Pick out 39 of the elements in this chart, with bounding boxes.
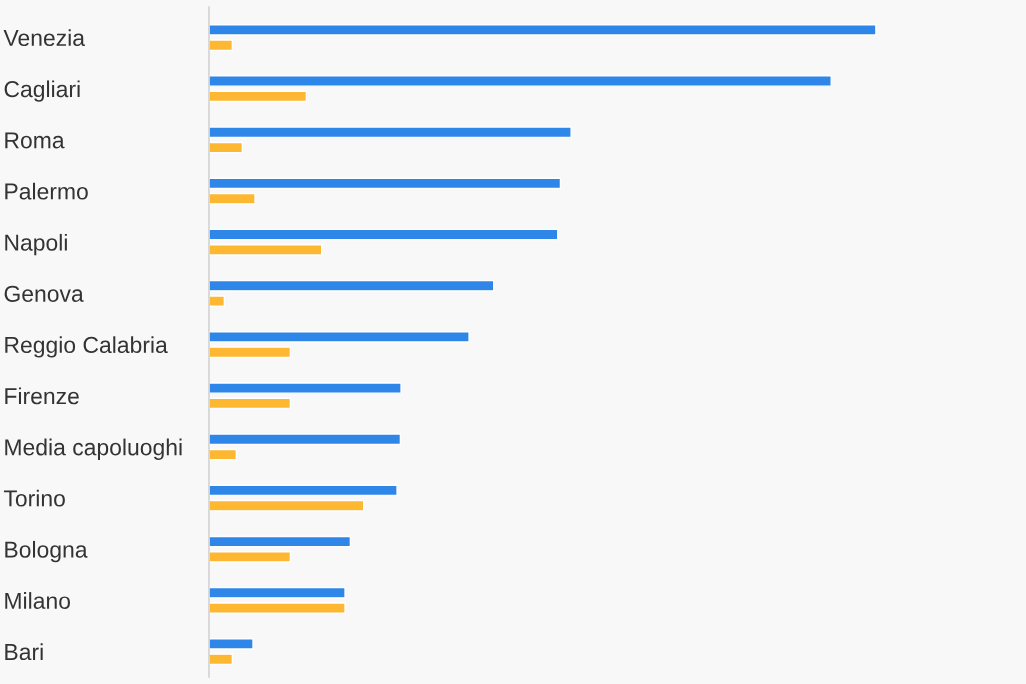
bar [209,295,226,307]
y-tick-label: Cagliari [4,80,80,102]
y-tick-label: Firenze [5,387,79,405]
y-tick-label: Reggio Calabria [5,336,168,358]
bar [209,331,470,343]
y-tick-label: Napoli [5,233,67,256]
bar [209,192,256,205]
y-tick-label: Torino [3,489,65,507]
bar [209,126,572,139]
bar [209,535,352,548]
bar [209,346,292,359]
bar [209,141,244,154]
bar [209,448,238,461]
y-tick-label: Bari [5,643,43,661]
bar [209,433,402,446]
y-tick-label: Venezia [3,29,85,47]
bar [209,177,562,190]
bar [209,228,559,241]
bar [209,90,308,103]
bar [209,397,292,410]
bar [209,75,832,87]
bar [209,24,877,36]
y-tick-label: Media capoluoghi [5,438,182,460]
bar [209,382,402,394]
y-tick-label: Roma [5,132,65,149]
bar [209,244,323,256]
y-tick-label: Palermo [5,182,88,200]
y-tick-label: Bologna [5,540,88,563]
y-tick-label: Milano [5,592,70,609]
bar [209,638,254,650]
bar [209,653,234,666]
y-tick-label: Genova [4,285,84,302]
bar [209,484,398,497]
bar [209,586,346,599]
bar [209,279,495,292]
bar [209,499,365,512]
bar [209,551,292,563]
bar [209,602,346,614]
bar [209,39,234,52]
